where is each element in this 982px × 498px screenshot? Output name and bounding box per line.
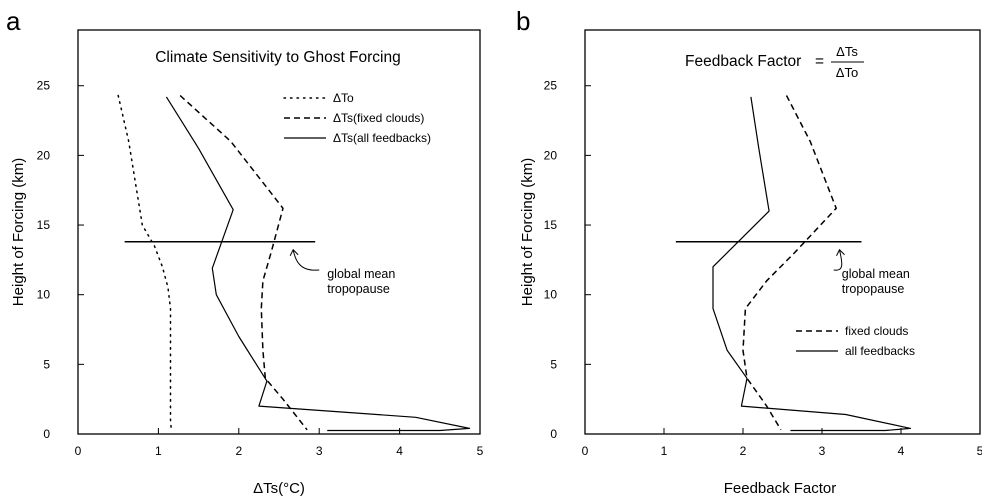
legend-entry-all-feedbacks-a: ΔTs(all feedbacks): [284, 131, 431, 145]
y-tick-label: 0: [550, 427, 557, 441]
legend-label-all-feedbacks-a: ΔTs(all feedbacks): [333, 131, 431, 145]
legend-label-all-feedbacks-b: all feedbacks: [845, 344, 915, 358]
legend-a: ΔTo ΔTs(fixed clouds) ΔTs(all feedbacks): [284, 91, 431, 145]
x-tick-label: 2: [740, 444, 747, 458]
y-tick-label: 20: [544, 148, 558, 162]
legend-label-fixed-clouds-a: ΔTs(fixed clouds): [333, 111, 424, 125]
tropopause-label-line1-b: global mean: [842, 267, 910, 281]
y-tick-label: 10: [37, 288, 51, 302]
y-tick-label: 10: [544, 288, 558, 302]
tropopause-annotation-b: global mean tropopause: [676, 242, 910, 296]
x-tick-label: 5: [977, 444, 982, 458]
y-axis-label-a: Height of Forcing (km): [10, 158, 27, 306]
y-tick-label: 5: [550, 357, 557, 371]
tropopause-label-line2-b: tropopause: [842, 282, 905, 296]
x-tick-label: 1: [661, 444, 668, 458]
x-tick-label: 5: [477, 444, 484, 458]
legend-label-fixed-clouds-b: fixed clouds: [845, 324, 908, 338]
series-line-all-feedbacks: [713, 97, 911, 431]
panel-label-b: b: [516, 6, 530, 36]
y-tick-label: 0: [43, 427, 50, 441]
x-ticks-a: 0 1 2 3 4 5: [75, 428, 484, 458]
tropopause-label-line1-a: global mean: [327, 267, 395, 281]
y-axis-label-b: Height of Forcing (km): [519, 158, 536, 306]
y-tick-label: 5: [43, 357, 50, 371]
x-tick-label: 3: [316, 444, 323, 458]
x-tick-label: 2: [235, 444, 242, 458]
x-tick-label: 3: [819, 444, 826, 458]
plot-frame-a: [78, 30, 480, 434]
x-axis-label-b: Feedback Factor: [724, 480, 837, 497]
x-tick-label: 4: [396, 444, 403, 458]
chart-title-a: Climate Sensitivity to Ghost Forcing: [155, 49, 401, 66]
series-line-ts-all-feedbacks: [166, 97, 469, 431]
plot-frame-b: [585, 30, 980, 434]
chart-title-equals-b: =: [815, 53, 824, 70]
x-tick-label: 0: [582, 444, 589, 458]
x-tick-label: 1: [155, 444, 162, 458]
series-a: [118, 96, 469, 431]
panel-b: b Feedback Factor = ΔTs ΔTo Feedback Fac…: [516, 6, 982, 497]
chart-title-numerator-b: ΔTs: [836, 44, 858, 59]
panel-a: a Climate Sensitivity to Ghost Forcing Δ…: [6, 6, 484, 497]
x-tick-label: 4: [898, 444, 905, 458]
y-tick-label: 20: [37, 148, 51, 162]
legend-entry-delta-to: ΔTo: [284, 91, 354, 105]
legend-entry-all-feedbacks-b: all feedbacks: [796, 344, 915, 358]
legend-entry-fixed-clouds-b: fixed clouds: [796, 324, 908, 338]
chart-title-denominator-b: ΔTo: [836, 65, 858, 80]
tropopause-label-line2-a: tropopause: [327, 282, 390, 296]
x-tick-label: 0: [75, 444, 82, 458]
series-b: [713, 96, 911, 431]
y-tick-label: 15: [544, 218, 558, 232]
legend-label-delta-to: ΔTo: [333, 91, 354, 105]
legend-entry-fixed-clouds-a: ΔTs(fixed clouds): [284, 111, 424, 125]
legend-b: fixed clouds all feedbacks: [796, 324, 915, 358]
chart-title-b: Feedback Factor = ΔTs ΔTo: [685, 44, 864, 80]
panel-label-a: a: [6, 6, 21, 36]
series-line-fixed-clouds: [743, 96, 836, 430]
tropopause-arrow-a: [290, 250, 319, 270]
y-ticks-b: 0 5 10 15 20 25: [544, 79, 591, 441]
x-ticks-b: 0 1 2 3 4 5: [582, 428, 982, 458]
y-tick-label: 15: [37, 218, 51, 232]
series-line-to: [118, 96, 171, 430]
chart-title-text-b: Feedback Factor: [685, 53, 801, 70]
x-axis-label-a: ΔTs(°C): [253, 480, 305, 497]
series-line-ts-fixed-clouds: [180, 96, 307, 430]
y-ticks-a: 0 5 10 15 20 25: [37, 79, 84, 441]
y-tick-label: 25: [544, 79, 558, 93]
y-tick-label: 25: [37, 79, 51, 93]
tropopause-annotation-a: global mean tropopause: [125, 242, 396, 296]
